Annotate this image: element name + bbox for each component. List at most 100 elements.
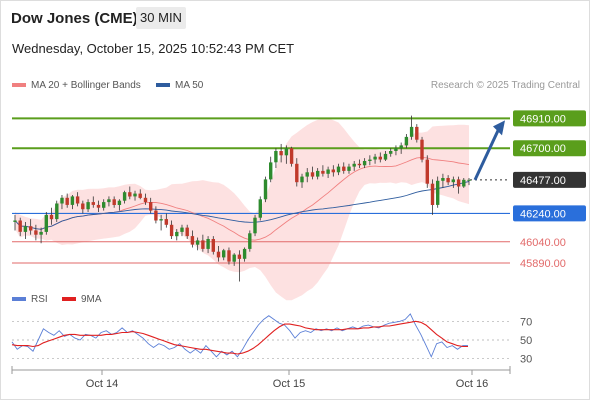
level-badge-resistance-0 [513,110,586,127]
timeframe-badge[interactable]: 30 MIN [136,7,186,29]
level-label-pivot-3: 46240.00 [520,208,566,220]
candle-body [295,163,299,183]
candle-body [128,192,132,197]
legend-ma50: MA 50 [156,80,203,91]
candle-body [446,178,450,183]
candle-body [368,159,372,161]
candle-body [253,217,257,234]
candle-body [143,197,148,203]
candle-body [415,126,419,140]
candle-body [357,163,362,166]
candle-body [316,170,320,177]
candle-body [436,180,440,205]
candle-body [117,200,122,205]
candle-body [39,231,43,235]
candle-body [222,250,226,258]
candle-body [258,199,262,218]
level-label-current-2: 46477.00 [520,175,566,187]
candle-body [65,197,69,205]
candle-body [206,239,210,249]
level-badge-resistance-1 [513,140,586,157]
candle-body [44,214,48,232]
candle-body [29,226,33,231]
candle-body [96,204,101,208]
candle-body [122,192,127,201]
datetime-label: Wednesday, October 15, 2025 10:52:43 PM … [12,41,295,56]
legend-swatch-rsi [12,297,26,302]
legend-9ma: 9MA [62,294,102,305]
candle-body [248,233,252,249]
candle-body [362,161,367,166]
legend-label-ma20: MA 20 + Bollinger Bands [31,80,141,91]
candle-body [420,139,424,160]
candle-body [232,254,236,262]
bollinger-band [15,118,469,301]
candle-body [164,219,168,225]
candle-body [211,239,215,252]
candle-body [23,226,28,232]
forecast-arrow-shaft [473,127,501,181]
candle-body [133,193,137,197]
candle-body [185,227,189,237]
candle-body [462,179,466,187]
candle-body [190,236,195,245]
candle-body [201,240,205,249]
candle-body [18,220,22,232]
candle-body [284,148,289,156]
candle-body [237,254,242,259]
candle-body [352,163,356,167]
candle-body [279,151,283,156]
candle-body [321,170,325,174]
candle-body [425,159,429,184]
candle-body [154,210,158,221]
candle-body [102,202,106,208]
candle-body [81,203,85,210]
rsi-tick-label-70: 70 [520,316,532,328]
candle-body [91,202,95,205]
candle-body [138,193,142,198]
chart-header: Dow Jones (CME) 30 MIN [0,0,590,36]
candle-body [263,179,268,200]
candle-body [216,251,221,258]
legend-swatch-9ma [62,297,76,302]
candle-body [378,156,382,160]
rsi-series-9ma [11,320,468,355]
legend-swatch-ma50 [156,83,170,88]
candle-body [175,231,179,237]
candle-body [300,176,304,183]
legend-label-9ma: 9MA [81,294,102,305]
legend-rsi: RSI [12,294,48,305]
candle-body [336,166,341,173]
level-label-support-4: 46040.00 [520,237,566,249]
candle-body [34,230,38,235]
level-badge-current-2 [513,171,586,188]
candle-body [409,126,414,137]
candle-body [269,162,273,180]
forecast-arrow-head [493,120,505,136]
candle-body [467,179,471,181]
candle-body [451,179,455,183]
candle-body [347,166,351,171]
x-tick-label-0: Oct 14 [86,378,118,390]
research-credit: Research © 2025 Trading Central [430,80,580,91]
candle-body [112,199,116,205]
candle-body [13,220,17,222]
candle-body [389,151,393,154]
legend-label-rsi: RSI [31,294,48,305]
level-label-resistance-0: 46910.00 [520,113,566,125]
legend-ma20-bollinger: MA 20 + Bollinger Bands [12,80,141,91]
candle-body [159,219,163,221]
candle-body [289,148,294,164]
level-label-resistance-1: 46700.00 [520,143,566,155]
level-badge-pivot-3 [513,205,586,222]
candle-body [227,250,231,262]
candle-body [169,224,174,237]
candle-body [305,172,309,177]
candle-body [404,136,409,146]
candle-body [383,153,388,160]
candle-body [331,169,335,173]
candle-body [373,156,377,160]
candle-body [342,166,346,171]
candle-body [70,196,75,205]
